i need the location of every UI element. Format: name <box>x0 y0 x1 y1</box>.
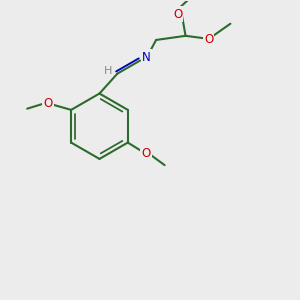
Text: O: O <box>173 8 182 20</box>
Text: N: N <box>142 50 151 64</box>
Text: O: O <box>204 32 213 46</box>
Text: O: O <box>142 147 151 161</box>
Text: H: H <box>104 66 112 76</box>
Text: O: O <box>43 97 52 110</box>
